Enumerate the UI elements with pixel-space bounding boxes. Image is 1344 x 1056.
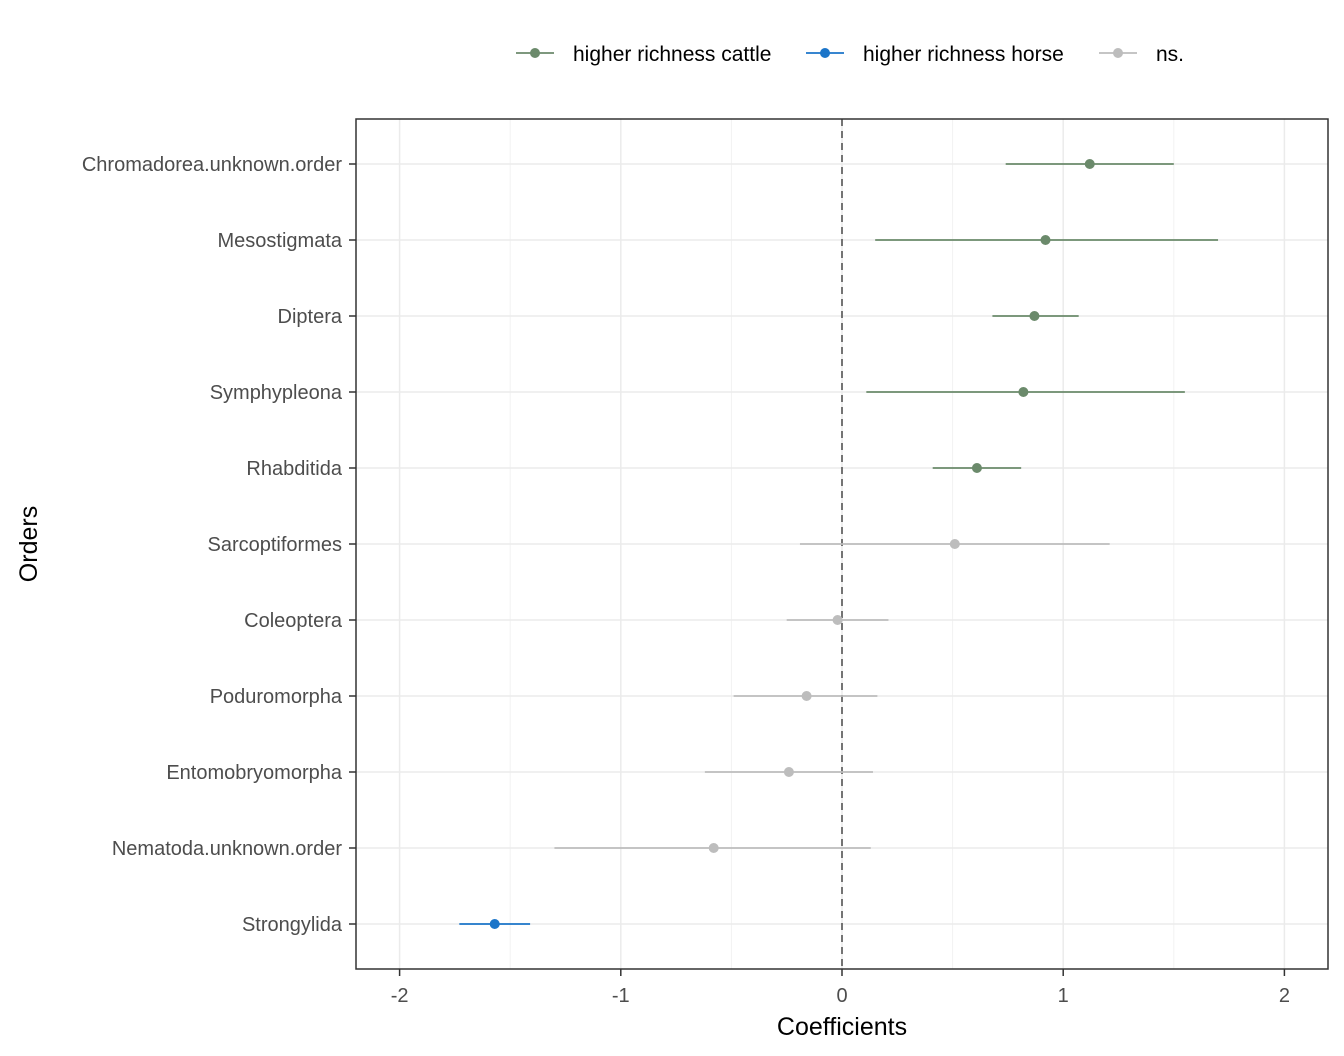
legend: higher richness cattle higher richness ho…	[516, 43, 1184, 66]
y-tick-label: Sarcoptiformes	[208, 534, 343, 556]
x-tick-label: 1	[1058, 985, 1069, 1007]
y-tick-label: Poduromorpha	[210, 686, 343, 708]
y-tick-label: Mesostigmata	[218, 230, 343, 252]
point-estimate	[489, 919, 500, 929]
y-tick-label: Entomobryomorpha	[166, 762, 343, 784]
legend-label: ns.	[1156, 43, 1184, 66]
y-tick-label: Symphypleona	[210, 382, 343, 404]
legend-key-point	[1113, 48, 1123, 58]
y-tick-label: Strongylida	[242, 914, 343, 936]
legend-key-point	[530, 48, 540, 58]
x-tick-label: 2	[1279, 985, 1290, 1007]
point-estimate	[783, 767, 794, 777]
legend-label: higher richness cattle	[573, 43, 771, 66]
y-tick-label: Coleoptera	[244, 610, 343, 632]
point-estimate	[801, 691, 812, 701]
legend-key-point	[820, 48, 830, 58]
x-tick-label: -2	[391, 985, 409, 1007]
x-tick-label: 0	[836, 985, 847, 1007]
point-estimate	[971, 463, 982, 473]
x-tick-labels: -2 -1 0 1 2	[391, 985, 1290, 1007]
point-estimate	[1040, 235, 1051, 245]
y-tick-label: Rhabditida	[246, 458, 343, 480]
legend-item-ns: ns.	[1099, 43, 1184, 66]
y-tick-label: Diptera	[278, 306, 343, 328]
point-estimate	[1084, 159, 1095, 169]
legend-item-cattle: higher richness cattle	[516, 43, 771, 66]
data-marks	[459, 159, 1219, 929]
point-estimate	[1029, 311, 1040, 321]
x-tick-label: -1	[612, 985, 630, 1007]
legend-item-horse: higher richness horse	[806, 43, 1064, 66]
point-estimate	[708, 843, 719, 853]
y-tick-label: Nematoda.unknown.order	[112, 838, 342, 860]
point-estimate	[1018, 387, 1029, 397]
x-axis-title: Coefficients	[777, 1013, 907, 1041]
y-axis-title: Orders	[15, 506, 43, 582]
point-estimate	[949, 539, 960, 549]
point-estimate	[832, 615, 843, 625]
axis-ticks	[349, 163, 1286, 976]
legend-label: higher richness horse	[863, 43, 1064, 66]
y-tick-labels: Chromadorea.unknown.order Mesostigmata Dip…	[82, 154, 343, 936]
y-tick-label: Chromadorea.unknown.order	[82, 154, 342, 176]
